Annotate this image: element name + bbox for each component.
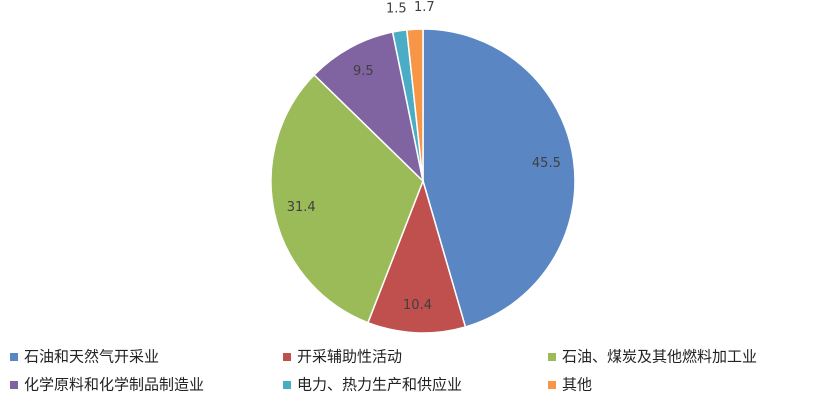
legend-label: 电力、热力生产和供应业 [297,376,462,394]
legend-swatch [548,381,556,389]
legend-label: 其他 [562,376,592,394]
pie-slice [405,28,424,182]
data-label: 1.7 [414,0,435,15]
legend-swatch [10,353,18,361]
legend-swatch [283,381,291,389]
data-label: 10.4 [403,298,432,313]
pie-slice [366,178,467,334]
legend-swatch [283,353,291,361]
legend-label: 开采辅助性活动 [297,348,402,366]
pie-slice [270,73,424,324]
legend-label: 石油、煤炭及其他燃料加工业 [562,348,757,366]
legend-label: 化学原料和化学制品制造业 [24,376,204,394]
data-label: 9.5 [353,64,374,79]
legend-label: 石油和天然气开采业 [24,348,159,366]
pie-slice [313,31,425,184]
data-label: 31.4 [287,200,316,215]
legend-swatch [10,381,18,389]
legend-swatch [548,353,556,361]
pie-slice [422,28,576,328]
data-label: 1.5 [386,2,407,17]
data-label: 45.5 [532,156,561,171]
